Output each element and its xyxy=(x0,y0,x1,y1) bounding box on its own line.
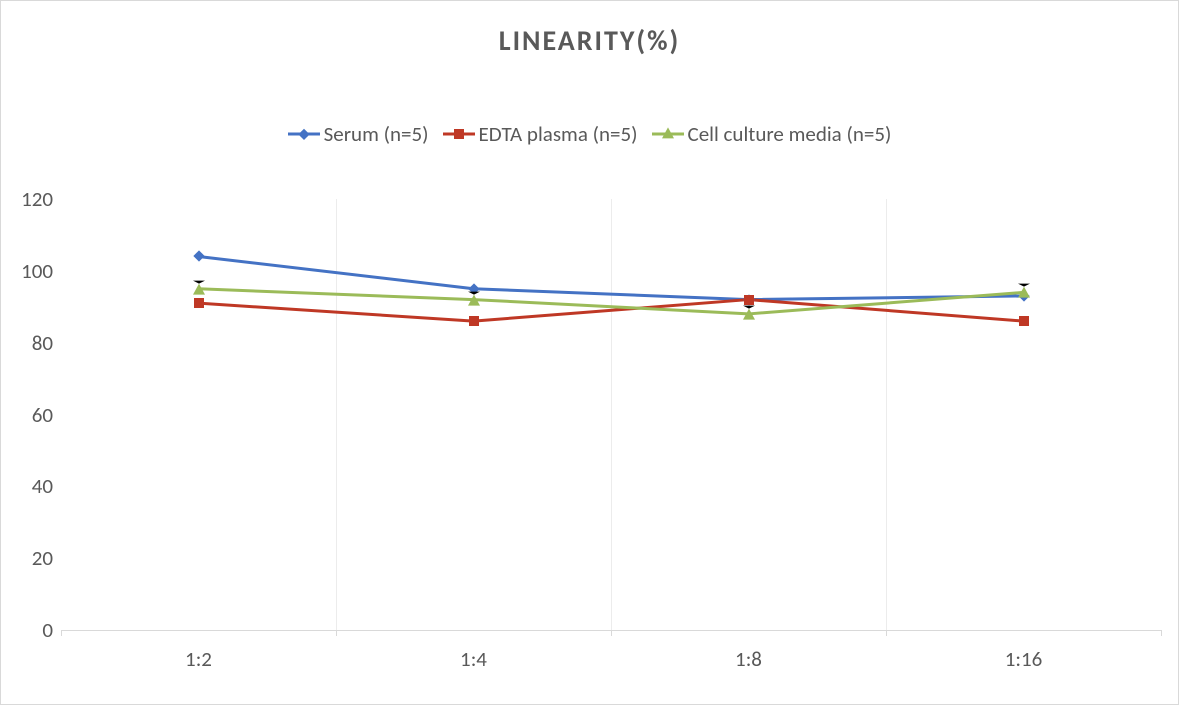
x-axis-label: 1:4 xyxy=(460,646,487,672)
legend-item: EDTA plasma (n=5) xyxy=(443,121,638,147)
y-axis-label: 120 xyxy=(21,186,53,212)
x-axis-label: 1:16 xyxy=(1005,646,1043,672)
data-marker xyxy=(743,306,755,320)
data-marker xyxy=(469,316,479,326)
data-marker xyxy=(1019,316,1029,326)
x-axis-label: 1:2 xyxy=(185,646,212,672)
x-axis-label: 1:8 xyxy=(735,646,762,672)
chart-legend: Serum (n=5) EDTA plasma (n=5) Cell culture… xyxy=(1,121,1178,147)
y-axis-label: 60 xyxy=(32,402,53,428)
y-axis-label: 80 xyxy=(32,330,53,356)
legend-label: EDTA plasma (n=5) xyxy=(479,121,638,147)
y-axis-label: 0 xyxy=(42,617,53,643)
legend-label: Cell culture media (n=5) xyxy=(688,121,892,147)
y-axis-label: 100 xyxy=(21,258,53,284)
data-marker xyxy=(468,291,480,305)
chart-title: LINEARITY(%) xyxy=(1,23,1178,58)
series-layer xyxy=(61,199,1161,630)
legend-item: Cell culture media (n=5) xyxy=(652,121,892,147)
y-axis-label: 40 xyxy=(32,473,53,499)
y-axis-label: 20 xyxy=(32,545,53,571)
legend-item: Serum (n=5) xyxy=(288,121,429,147)
linearity-chart: LINEARITY(%) Serum (n=5) EDTA plasma (n=5… xyxy=(0,0,1179,705)
plot-area: 0204060801001201:21:41:81:16 xyxy=(61,199,1161,630)
data-marker xyxy=(1018,284,1030,298)
data-marker xyxy=(193,280,205,294)
legend-label: Serum (n=5) xyxy=(324,121,429,147)
data-marker xyxy=(744,295,754,305)
data-marker xyxy=(194,298,204,308)
